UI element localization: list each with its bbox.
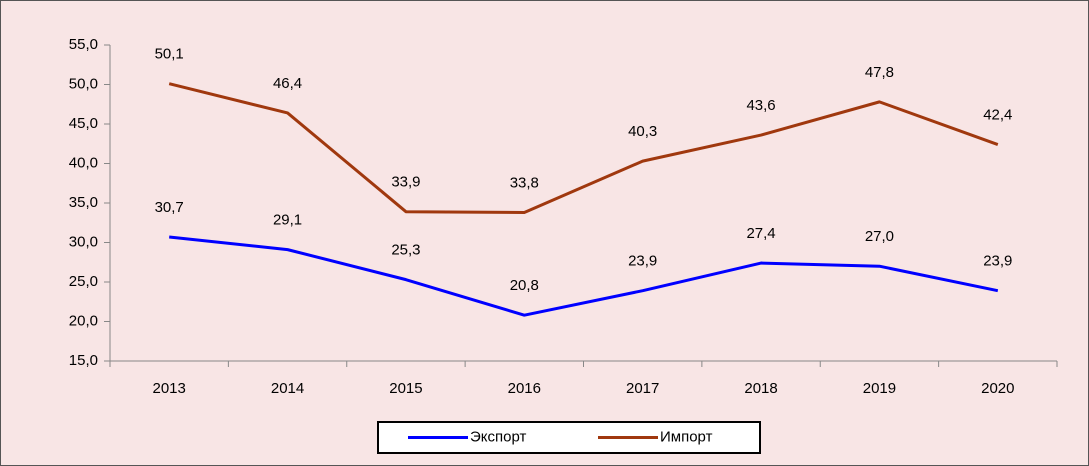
y-tick-label: 35,0 [69,194,98,211]
data-label: 42,4 [983,107,1012,124]
data-label: 29,1 [273,212,302,229]
x-tick-label: 2014 [271,380,304,397]
data-label: 33,9 [391,174,420,191]
data-label: 30,7 [155,199,184,216]
x-tick-label: 2013 [153,380,186,397]
legend-label: Импорт [660,428,713,445]
y-tick-label: 45,0 [69,115,98,132]
data-label: 43,6 [746,97,775,114]
x-tick-label: 2016 [508,380,541,397]
y-tick-label: 30,0 [69,233,98,250]
data-label: 40,3 [628,123,657,140]
x-tick-label: 2018 [744,380,777,397]
y-tick-label: 15,0 [69,352,98,369]
y-tick-label: 50,0 [69,75,98,92]
data-label: 25,3 [391,242,420,259]
y-tick-label: 20,0 [69,312,98,329]
y-tick-label: 25,0 [69,273,98,290]
y-tick-label: 55,0 [69,36,98,53]
data-label: 50,1 [155,46,184,63]
data-label: 46,4 [273,75,302,92]
series-line [169,235,999,317]
x-tick-label: 2015 [389,380,422,397]
data-label: 33,8 [510,174,539,191]
legend-label: Экспорт [470,428,526,445]
data-label: 27,0 [865,228,894,245]
x-tick-label: 2020 [981,380,1014,397]
data-label: 27,4 [746,225,775,242]
data-label: 23,9 [983,253,1012,270]
x-tick-label: 2019 [863,380,896,397]
x-tick-label: 2017 [626,380,659,397]
data-label: 23,9 [628,253,657,270]
data-label: 20,8 [510,277,539,294]
y-tick-label: 40,0 [69,154,98,171]
data-label: 47,8 [865,64,894,81]
series-line [168,82,999,214]
